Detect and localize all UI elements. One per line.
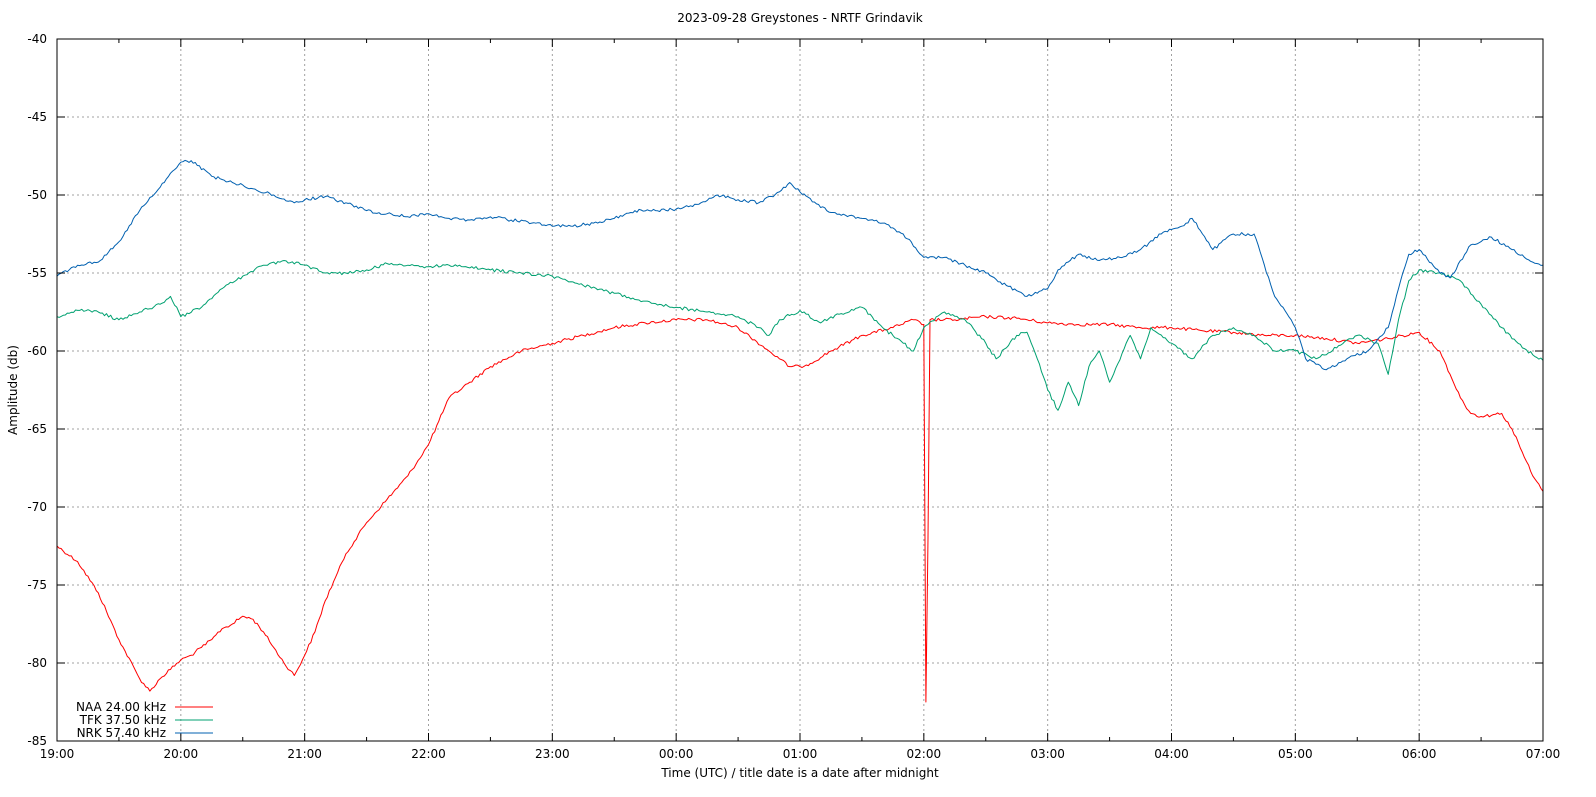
x-tick-label: 04:00 [1154, 747, 1189, 761]
x-tick-label: 22:00 [411, 747, 446, 761]
legend-label: NRK 57.40 kHz [77, 726, 166, 740]
y-tick-label: -50 [27, 188, 47, 202]
series-line-2 [56, 159, 1544, 371]
axis-ticks [56, 38, 1544, 742]
series-lines [56, 159, 1544, 703]
x-tick-label: 21:00 [287, 747, 322, 761]
chart-title: 2023-09-28 Greystones - NRTF Grindavik [677, 11, 923, 25]
y-tick-label: -85 [27, 734, 47, 748]
y-tick-label: -70 [27, 500, 47, 514]
y-tick-label: -75 [27, 578, 47, 592]
x-tick-label: 02:00 [907, 747, 942, 761]
x-tick-label: 07:00 [1526, 747, 1561, 761]
legend-label: NAA 24.00 kHz [76, 700, 166, 714]
x-tick-label: 01:00 [783, 747, 818, 761]
grid [57, 39, 1543, 741]
y-tick-label: -40 [27, 32, 47, 46]
y-tick-label: -60 [27, 344, 47, 358]
series-line-0 [56, 314, 1544, 703]
x-tick-label: 06:00 [1402, 747, 1437, 761]
y-axis-label: Amplitude (db) [6, 345, 20, 435]
x-tick-label: 23:00 [535, 747, 570, 761]
y-tick-label: -80 [27, 656, 47, 670]
x-tick-label: 20:00 [164, 747, 199, 761]
legend-label: TFK 37.50 kHz [79, 713, 166, 727]
x-axis-label: Time (UTC) / title date is a date after … [660, 766, 939, 780]
series-line-1 [56, 260, 1544, 411]
x-tick-label: 19:00 [40, 747, 75, 761]
y-tick-label: -55 [27, 266, 47, 280]
x-tick-label: 00:00 [659, 747, 694, 761]
y-tick-label: -45 [27, 110, 47, 124]
x-tick-label: 05:00 [1278, 747, 1313, 761]
x-tick-label: 03:00 [1030, 747, 1065, 761]
y-tick-label: -65 [27, 422, 47, 436]
